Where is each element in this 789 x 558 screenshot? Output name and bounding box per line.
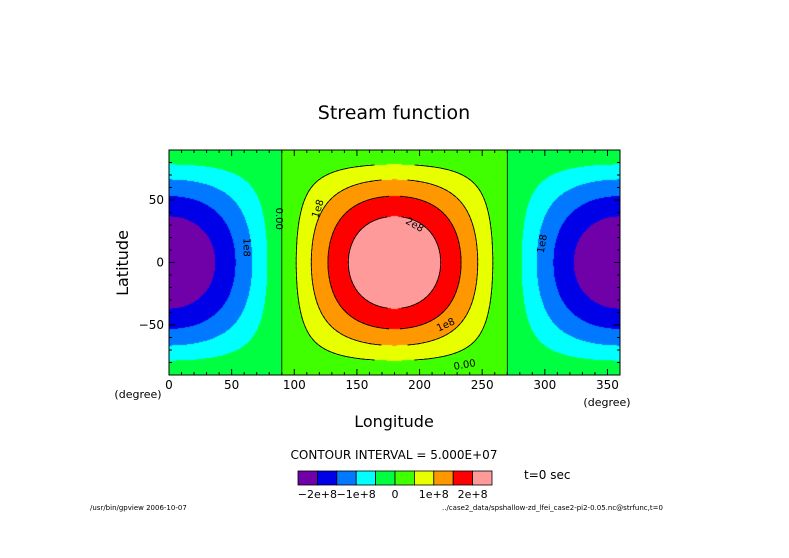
contour-line — [310, 179, 382, 346]
x-tick-label: 50 — [224, 378, 239, 392]
contour-line — [414, 164, 494, 361]
colorbar-swatch — [472, 470, 493, 486]
colorbar-label: 1e+8 — [419, 488, 449, 501]
colorbar-swatch — [336, 470, 357, 486]
y-tick-label: −50 — [139, 318, 164, 332]
contour-lines — [281, 150, 508, 375]
colorbar-swatch — [355, 470, 377, 486]
contour-line — [407, 179, 479, 346]
colorbar-labels: −2e+8 −1e+8 0 1e+8 2e+8 — [298, 488, 488, 501]
x-tick-label: 250 — [471, 378, 494, 392]
contour-line — [295, 164, 375, 361]
colorbar-label: 2e+8 — [458, 488, 488, 501]
x-tick-label: 300 — [533, 378, 556, 392]
contour-fill-image — [169, 150, 620, 375]
footer-right: ../case2_data/spshallow-zd_lfei_case2-pi… — [442, 504, 663, 512]
y-axis: −50 0 50 — [139, 162, 620, 363]
y-axis-unit: (degree) — [114, 388, 161, 401]
y-axis-label: Latitude — [113, 230, 132, 296]
x-axis-label: Longitude — [354, 412, 434, 431]
x-axis: 0 50 100 150 200 250 300 350 — [165, 150, 619, 392]
y-tick-label: 0 — [156, 256, 164, 270]
contour-label: 0.00 — [273, 208, 284, 230]
contour-label: 1e8 — [536, 234, 550, 255]
x-tick-label: 200 — [408, 378, 431, 392]
contour-label: 0.00 — [453, 358, 477, 373]
contour-line — [327, 195, 389, 330]
colorbar-swatch — [452, 470, 474, 486]
x-tick-label: 350 — [596, 378, 619, 392]
contour-plot-area — [169, 150, 620, 375]
contour-line — [347, 216, 388, 309]
contour-bands — [169, 150, 620, 375]
colorbar-label: −2e+8 — [298, 488, 337, 501]
colorbar-label: 0 — [392, 488, 399, 501]
colorbar-swatch — [316, 470, 338, 486]
colorbar-label: −1e+8 — [337, 488, 376, 501]
contour-line — [400, 195, 462, 330]
time-label: t=0 sec — [524, 468, 570, 482]
contour-line — [401, 216, 442, 309]
y-tick-label: 50 — [149, 193, 164, 207]
contour-label: 1e8 — [241, 238, 252, 257]
colorbar-swatch — [413, 470, 435, 486]
x-axis-unit: (degree) — [583, 396, 630, 409]
footer-left: /usr/bin/gpview 2006-10-07 — [90, 504, 187, 512]
colorbar — [297, 470, 493, 486]
colorbar-swatch — [375, 470, 396, 486]
colorbar-swatch — [297, 470, 318, 486]
colorbar-swatch — [433, 470, 454, 486]
colorbar-swatch — [394, 470, 415, 486]
x-tick-label: 100 — [283, 378, 306, 392]
contour-interval-label: CONTOUR INTERVAL = 5.000E+07 — [291, 448, 498, 462]
x-tick-label: 150 — [345, 378, 368, 392]
chart-title: Stream function — [318, 102, 470, 124]
x-tick-label: 0 — [165, 378, 173, 392]
